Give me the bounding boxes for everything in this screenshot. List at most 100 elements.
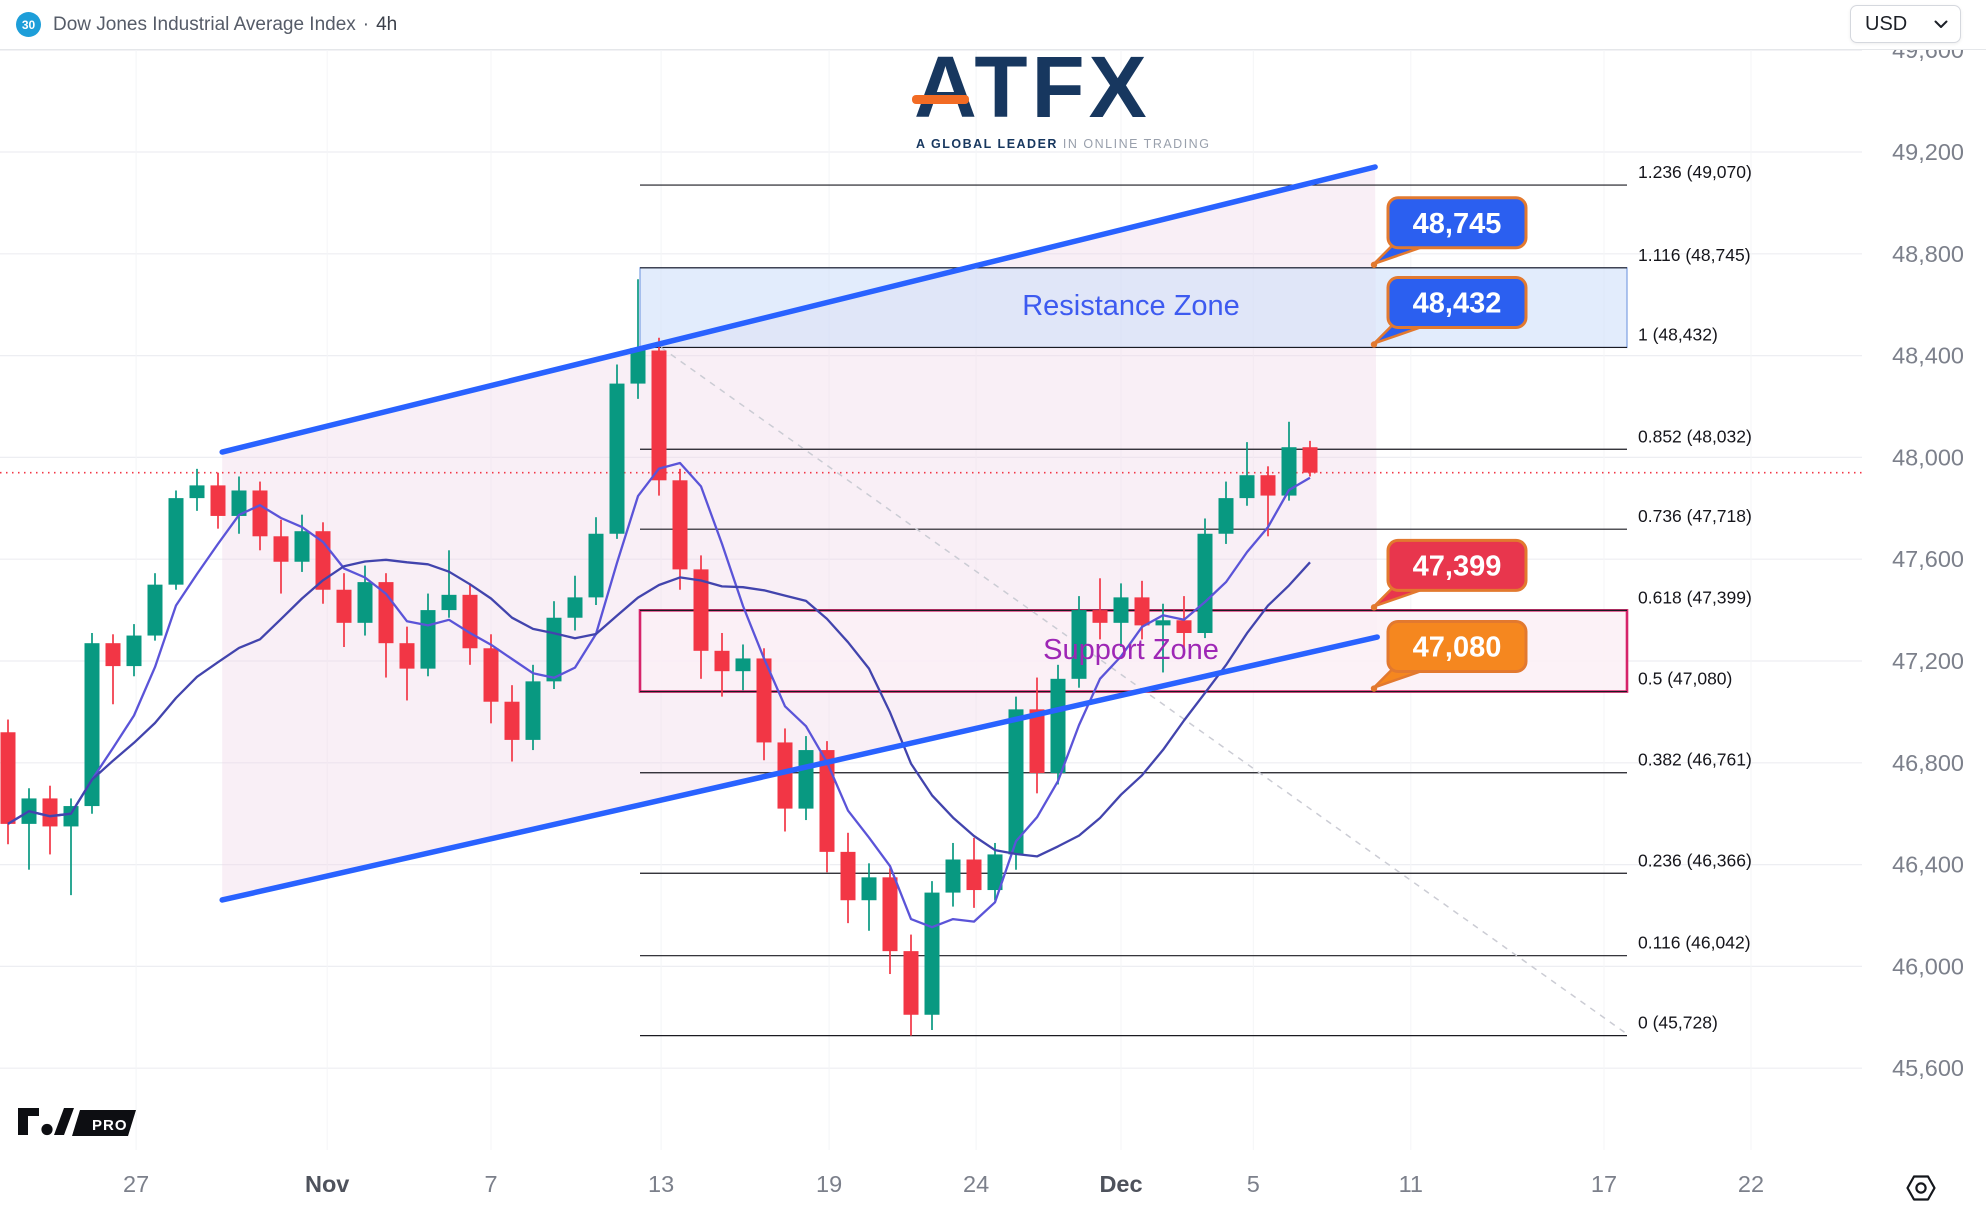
- y-axis-label: 46,000: [1892, 953, 1964, 979]
- x-axis-label: 19: [816, 1171, 842, 1197]
- y-axis-label: 48,800: [1892, 241, 1964, 267]
- candle-body: [1176, 620, 1192, 634]
- candle-body: [945, 859, 961, 893]
- candle-body: [609, 383, 625, 534]
- candle-body: [924, 892, 940, 1015]
- candle-body: [525, 681, 541, 740]
- title-separator: ·: [362, 13, 370, 35]
- price-callout[interactable]: [1386, 620, 1528, 674]
- candle-body: [1113, 597, 1129, 623]
- candle-body: [651, 350, 667, 481]
- candle-body: [735, 658, 751, 672]
- candle-body: [1134, 597, 1150, 626]
- currency-value: USD: [1865, 12, 1908, 35]
- fib-level-label: 0.5 (47,080): [1638, 669, 1732, 689]
- callout-anchor-dot: [1370, 261, 1378, 268]
- candle-body: [504, 701, 520, 740]
- x-axis-label: 13: [648, 1171, 674, 1197]
- candle-body: [693, 569, 709, 651]
- candle-body: [483, 648, 499, 702]
- moving-average-line: [7, 461, 1311, 929]
- candle-body: [294, 531, 310, 562]
- atfx-logo-dash: [912, 95, 969, 104]
- fib-level-label: 1 (48,432): [1638, 324, 1718, 344]
- candle-body: [42, 798, 58, 827]
- price-callout[interactable]: [1386, 538, 1528, 592]
- candle-body: [441, 594, 457, 611]
- candle-body: [987, 854, 1003, 891]
- candle-body: [1029, 709, 1045, 773]
- fib-level-label: 0.382 (46,761): [1638, 750, 1752, 770]
- support-zone-label: Support Zone: [1043, 634, 1219, 666]
- fib-level-label: 1.236 (49,070): [1638, 162, 1752, 182]
- y-axis-label: 46,400: [1892, 852, 1964, 878]
- candle-body: [1071, 610, 1087, 679]
- candle-body: [378, 582, 394, 644]
- tv-glyph-dot: [41, 1123, 53, 1136]
- candle-body: [1092, 610, 1108, 623]
- y-axis-label: 46,800: [1892, 750, 1964, 776]
- x-axis-label: 22: [1738, 1171, 1764, 1197]
- fib-level-label: 0.852 (48,032): [1638, 426, 1752, 446]
- symbol-title: Dow Jones Industrial Average Index: [53, 13, 356, 35]
- x-axis-label: 17: [1591, 1171, 1617, 1197]
- channel-upper-line[interactable]: [219, 164, 1378, 455]
- x-axis-label: 7: [484, 1171, 497, 1197]
- timeframe-label: 4h: [376, 13, 398, 35]
- candle-body: [105, 643, 121, 667]
- resistance-zone-label: Resistance Zone: [1022, 290, 1240, 322]
- tv-glyph-slash: [54, 1108, 74, 1135]
- candle-body: [336, 589, 352, 623]
- candle-body: [903, 951, 919, 1015]
- axis-settings-gear-icon[interactable]: [1903, 1172, 1939, 1206]
- candle-body: [1218, 498, 1234, 534]
- candle-body: [672, 480, 688, 570]
- price-callout-text: 47,399: [1413, 550, 1502, 582]
- price-callout[interactable]: [1386, 196, 1528, 250]
- callout-anchor-dot: [1370, 604, 1378, 611]
- y-axis-label: 48,400: [1892, 343, 1964, 369]
- candle-body: [1008, 709, 1024, 855]
- fib-level-label: 0 (45,728): [1638, 1013, 1718, 1033]
- header-bar: 30 Dow Jones Industrial Average Index · …: [0, 0, 1986, 50]
- price-callout[interactable]: [1386, 275, 1528, 329]
- currency-select[interactable]: USD: [1850, 5, 1961, 43]
- x-axis-label: 27: [123, 1171, 149, 1197]
- channel-lower-line[interactable]: [219, 634, 1380, 903]
- y-axis-label: 47,200: [1892, 648, 1964, 674]
- y-axis-label: 48,000: [1892, 444, 1964, 470]
- candle-body: [630, 347, 646, 384]
- candle-body: [399, 643, 415, 669]
- x-axis-label: 5: [1247, 1171, 1260, 1197]
- callout-anchor-dot: [1370, 341, 1378, 348]
- candle-body: [189, 485, 205, 499]
- candle-body: [1239, 475, 1255, 499]
- candle-body: [1281, 447, 1297, 496]
- candle-body: [882, 877, 898, 952]
- candle-body: [840, 851, 856, 901]
- pro-badge: [72, 1110, 136, 1136]
- y-axis-label: 45,600: [1892, 1055, 1964, 1081]
- moving-average-line: [7, 558, 1311, 858]
- tradingview-logo[interactable]: PRO: [18, 1105, 148, 1139]
- candle-body: [1155, 620, 1171, 626]
- candle-body: [1260, 475, 1276, 496]
- candle-body: [210, 485, 226, 516]
- candle-body: [777, 742, 793, 809]
- candle-body: [168, 498, 184, 585]
- candle-body: [861, 877, 877, 901]
- candle-body: [420, 610, 436, 669]
- candle-body: [966, 859, 982, 891]
- candle-body: [588, 533, 604, 598]
- candle-body: [756, 658, 772, 743]
- candle-body: [0, 732, 16, 824]
- candle-body: [231, 490, 247, 516]
- fib-level-label: 0.618 (47,399): [1638, 587, 1752, 607]
- candle-body: [84, 643, 100, 807]
- index-badge: 30: [16, 12, 41, 37]
- candle-body: [1302, 447, 1318, 473]
- candle-body: [273, 536, 289, 562]
- atfx-tagline: A GLOBAL LEADER IN ONLINE TRADING: [916, 137, 1211, 151]
